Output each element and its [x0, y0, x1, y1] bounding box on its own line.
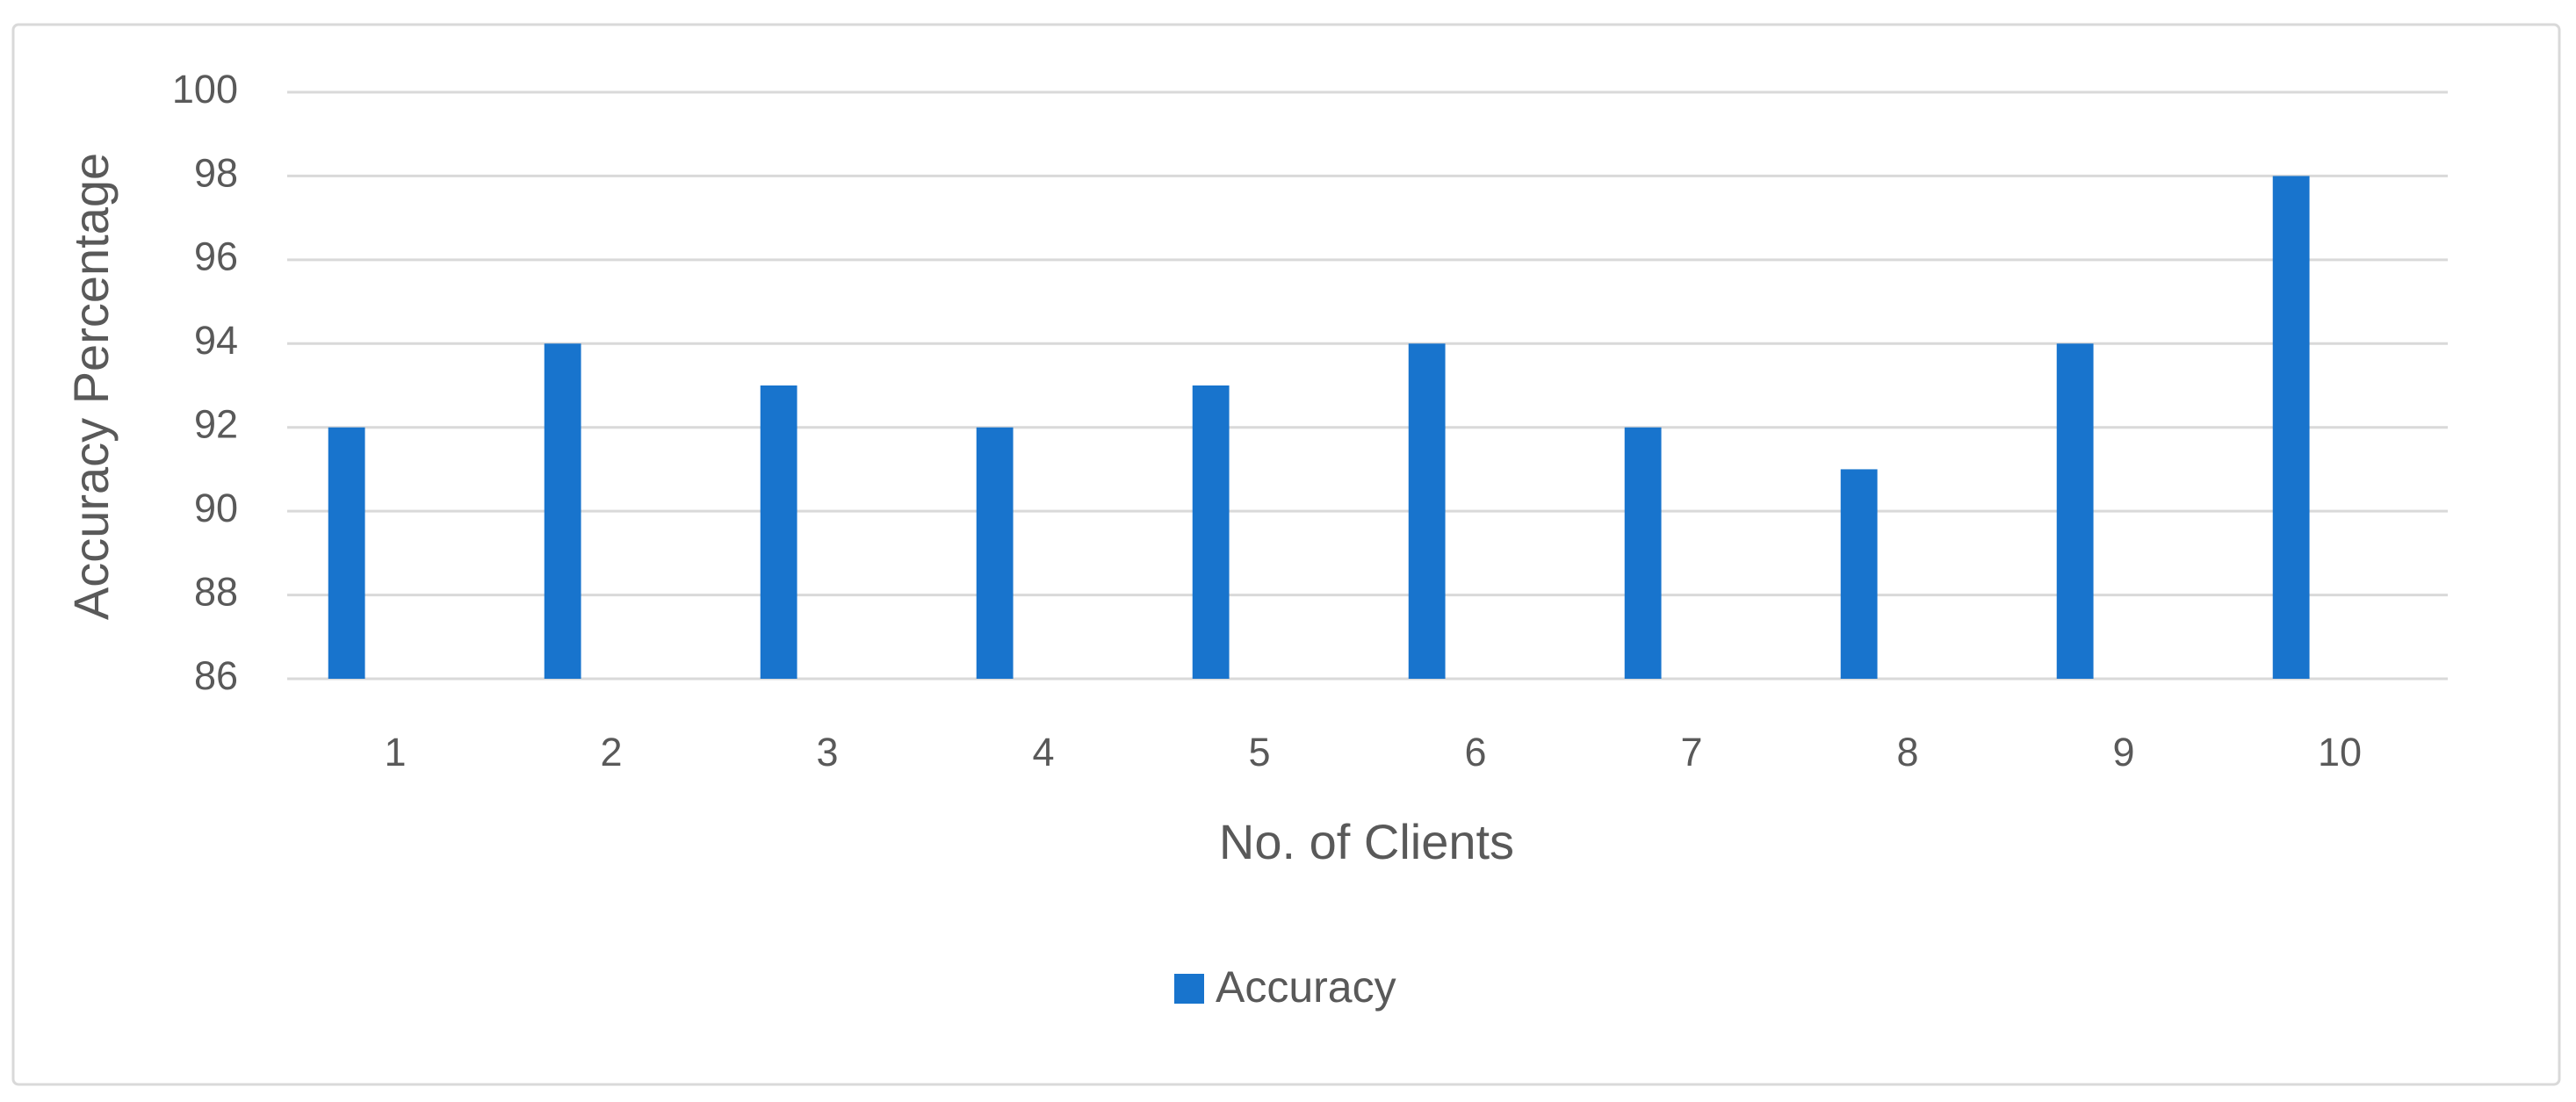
legend-label: Accuracy	[1216, 962, 1396, 1012]
x-tick-label: 3	[816, 730, 838, 774]
x-tick-label: 5	[1248, 730, 1270, 774]
y-tick-label: 98	[194, 150, 238, 195]
y-tick-label: 92	[194, 402, 238, 447]
y-tick-label: 88	[194, 569, 238, 614]
x-tick-label: 2	[600, 730, 622, 774]
bar	[1192, 385, 1230, 679]
bar	[1408, 343, 1446, 679]
y-tick-label: 90	[194, 486, 238, 530]
legend-swatch	[1174, 974, 1204, 1004]
y-axis-title: Accuracy Percentage	[63, 153, 119, 620]
bar	[2272, 176, 2310, 679]
x-axis-title: No. of Clients	[1219, 814, 1514, 869]
x-tick-label: 4	[1032, 730, 1054, 774]
bar	[1840, 469, 1878, 679]
x-tick-label: 10	[2318, 730, 2362, 774]
bar	[976, 427, 1014, 679]
bar	[544, 343, 581, 679]
bar	[328, 427, 365, 679]
y-tick-label: 96	[194, 234, 238, 279]
x-tick-label: 1	[384, 730, 406, 774]
x-tick-label: 9	[2112, 730, 2134, 774]
y-tick-label: 100	[172, 67, 238, 112]
bar	[2056, 343, 2094, 679]
y-tick-label: 86	[194, 653, 238, 698]
x-tick-label: 6	[1464, 730, 1486, 774]
chart-border	[11, 23, 2561, 1086]
bar	[760, 385, 797, 679]
x-tick-label: 8	[1896, 730, 1918, 774]
bar	[1624, 427, 1662, 679]
x-tick-label: 7	[1680, 730, 1702, 774]
y-tick-label: 94	[194, 318, 238, 363]
